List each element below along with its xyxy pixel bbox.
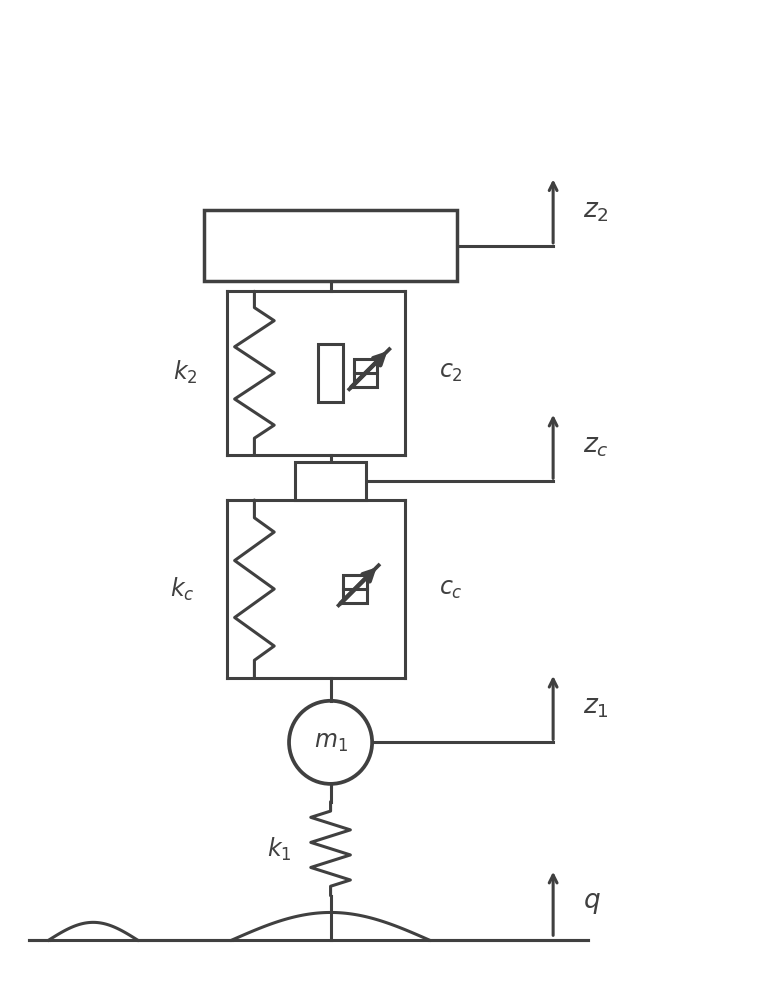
Text: $z_1$: $z_1$: [583, 695, 609, 720]
Text: $k_c$: $k_c$: [170, 575, 195, 603]
Bar: [295, 462, 366, 500]
Bar: [205, 210, 457, 281]
Text: $m_1$: $m_1$: [313, 731, 348, 754]
Text: $k_1$: $k_1$: [267, 836, 291, 863]
Text: $z_c$: $z_c$: [583, 434, 609, 459]
Text: $c_c$: $c_c$: [440, 578, 463, 601]
Circle shape: [289, 701, 372, 784]
Text: $m_c$: $m_c$: [316, 471, 345, 491]
Bar: [318, 344, 343, 402]
Text: $z_2$: $z_2$: [583, 199, 609, 224]
Text: $m_e$: $m_e$: [319, 364, 346, 382]
Text: $k_2$: $k_2$: [173, 359, 198, 386]
Text: $m_2$: $m_2$: [310, 232, 351, 260]
Bar: [354, 359, 378, 387]
Text: $c_2$: $c_2$: [440, 361, 463, 384]
Text: $q$: $q$: [583, 891, 601, 916]
Bar: [343, 575, 367, 603]
